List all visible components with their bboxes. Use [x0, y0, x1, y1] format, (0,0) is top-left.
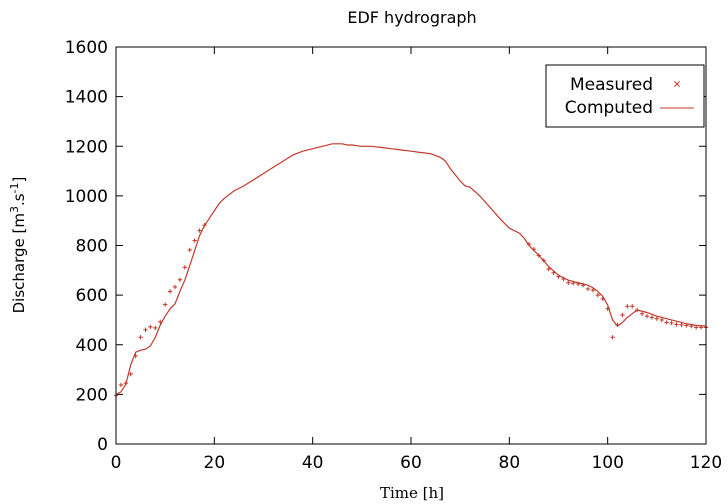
- x-tick-label: 40: [302, 453, 324, 473]
- x-tick-label: 0: [111, 453, 122, 473]
- y-tick-label: 1400: [65, 88, 108, 108]
- data-point-measured: [684, 323, 689, 328]
- data-point-measured: [595, 292, 601, 298]
- data-point-measured: [689, 323, 694, 329]
- x-axis-label: Time [h]: [380, 484, 444, 502]
- x-tick-label: 120: [690, 453, 722, 473]
- data-point-measured: [551, 270, 556, 275]
- data-point-measured: [556, 274, 561, 279]
- data-point-measured: [580, 283, 586, 288]
- data-point-measured: [531, 247, 537, 252]
- data-point-measured: [654, 316, 660, 321]
- data-point-measured: [133, 353, 138, 359]
- data-point-measured: [167, 289, 173, 294]
- data-point-measured: [187, 247, 192, 253]
- legend-label-computed: Computed: [565, 98, 653, 118]
- plot-frame: [115, 46, 707, 445]
- data-point-measured: [192, 238, 197, 243]
- legend: Measured Computed: [545, 64, 705, 128]
- data-point-measured: [526, 242, 532, 247]
- data-point-measured: [177, 277, 183, 282]
- y-tick-label: 0: [97, 435, 108, 455]
- data-point-measured: [693, 325, 699, 330]
- data-point-measured: [566, 280, 571, 285]
- data-point-measured: [118, 382, 124, 388]
- data-point-measured: [610, 335, 615, 340]
- data-point-measured: [148, 324, 153, 330]
- data-point-measured: [561, 276, 566, 282]
- x-tick-label: 80: [499, 453, 521, 473]
- legend-marker-measured: [674, 81, 680, 87]
- chart-title: EDF hydrograph: [347, 8, 476, 27]
- data-point-measured: [634, 307, 640, 313]
- data-point-measured: [123, 381, 129, 386]
- data-point-measured: [143, 327, 148, 333]
- legend-box: [545, 64, 705, 128]
- legend-label-measured: Measured: [570, 75, 653, 95]
- y-tick-label: 1000: [65, 187, 108, 207]
- data-point-measured: [541, 258, 546, 263]
- data-point-measured: [698, 325, 704, 330]
- data-point-measured: [172, 284, 178, 290]
- series-layer: [113, 143, 709, 398]
- data-point-measured: [162, 302, 168, 307]
- data-point-measured: [639, 311, 645, 316]
- series-line-computed: [115, 143, 707, 395]
- svg-text:Discharge [m3.s-1]: Discharge [m3.s-1]: [8, 177, 29, 314]
- data-point-measured: [659, 317, 664, 323]
- data-point-measured: [546, 266, 551, 272]
- x-tick-label: 60: [400, 453, 422, 473]
- x-tick-label: 20: [204, 453, 226, 473]
- data-point-measured: [674, 322, 679, 327]
- data-point-measured: [679, 322, 684, 328]
- data-point-measured: [536, 253, 542, 258]
- data-point-measured: [575, 281, 581, 287]
- data-point-measured: [615, 322, 620, 328]
- data-point-measured: [625, 304, 630, 309]
- data-point-measured: [158, 319, 163, 325]
- y-tick-label: 200: [76, 385, 108, 405]
- data-point-measured: [153, 325, 158, 331]
- x-tick-label: 100: [591, 453, 623, 473]
- data-point-measured: [571, 281, 576, 286]
- axis-ticks: 0 20 40 60 80 100 1200200400600800100012001400…: [65, 38, 722, 473]
- data-point-measured: [649, 315, 655, 320]
- data-point-measured: [128, 371, 133, 377]
- data-point-measured: [182, 265, 188, 270]
- data-point-measured: [600, 296, 605, 302]
- y-tick-label: 600: [76, 286, 108, 306]
- data-point-measured: [630, 304, 635, 309]
- y-tick-label: 400: [76, 336, 108, 356]
- data-point-measured: [664, 320, 669, 325]
- data-point-measured: [644, 314, 650, 319]
- data-point-measured: [202, 222, 207, 228]
- data-point-measured: [138, 335, 143, 340]
- data-point-measured: [590, 287, 596, 293]
- data-point-measured: [197, 228, 202, 233]
- data-point-measured: [620, 312, 625, 318]
- data-point-measured: [585, 286, 591, 292]
- data-point-measured: [605, 306, 610, 311]
- data-point-measured: [669, 320, 674, 326]
- y-tick-label: 800: [76, 237, 108, 257]
- y-axis-label: Discharge [m3.s-1]: [8, 177, 29, 314]
- y-tick-label: 1600: [65, 38, 108, 58]
- y-tick-label: 1200: [65, 137, 108, 157]
